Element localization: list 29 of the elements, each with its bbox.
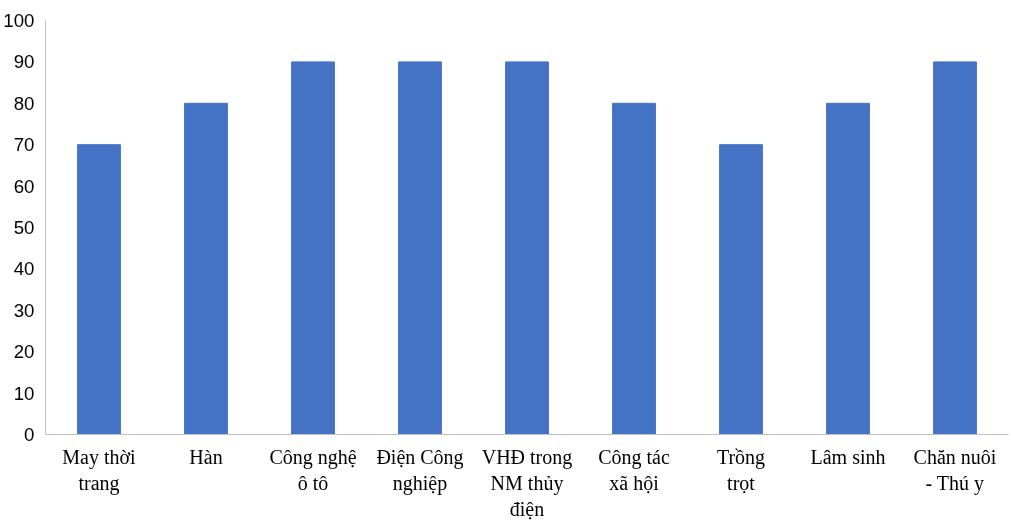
- x-tick-label: Lâm sinh: [810, 445, 886, 468]
- y-tick-label: 0: [24, 424, 35, 445]
- x-tick-label: Chăn nuôi - Thú y: [913, 445, 997, 495]
- bar: [719, 144, 763, 435]
- x-tick-label: Công tác xã hội: [598, 445, 670, 494]
- y-tick-label: 50: [13, 217, 35, 238]
- bar: [184, 102, 228, 435]
- bar: [398, 61, 442, 435]
- y-tick-label: 30: [13, 299, 35, 321]
- bar: [291, 61, 335, 435]
- x-tick-label: VHĐ trong NM thủy điện: [481, 445, 573, 521]
- y-tick-label: 80: [13, 92, 35, 114]
- y-tick-label: 20: [13, 341, 35, 363]
- bar: [612, 102, 656, 435]
- bar: [826, 102, 870, 435]
- x-tick-label: Trồng trọt: [716, 445, 766, 494]
- y-tick-label: 10: [13, 382, 35, 404]
- x-tick-label: Điện Công nghiệp: [376, 445, 464, 495]
- bar: [77, 144, 121, 435]
- y-tick-label: 100: [3, 10, 35, 31]
- bar: [933, 61, 977, 435]
- y-tick-label: 40: [13, 258, 35, 280]
- y-tick-label: 90: [13, 51, 35, 73]
- x-tick-label: Công nghệ ô tô: [269, 445, 357, 494]
- y-tick-label: 60: [13, 175, 35, 197]
- bar: [505, 61, 549, 435]
- y-tick-label: 70: [13, 134, 35, 156]
- x-tick-label: Hàn: [189, 445, 223, 468]
- x-tick-label: May thời trang: [62, 445, 137, 495]
